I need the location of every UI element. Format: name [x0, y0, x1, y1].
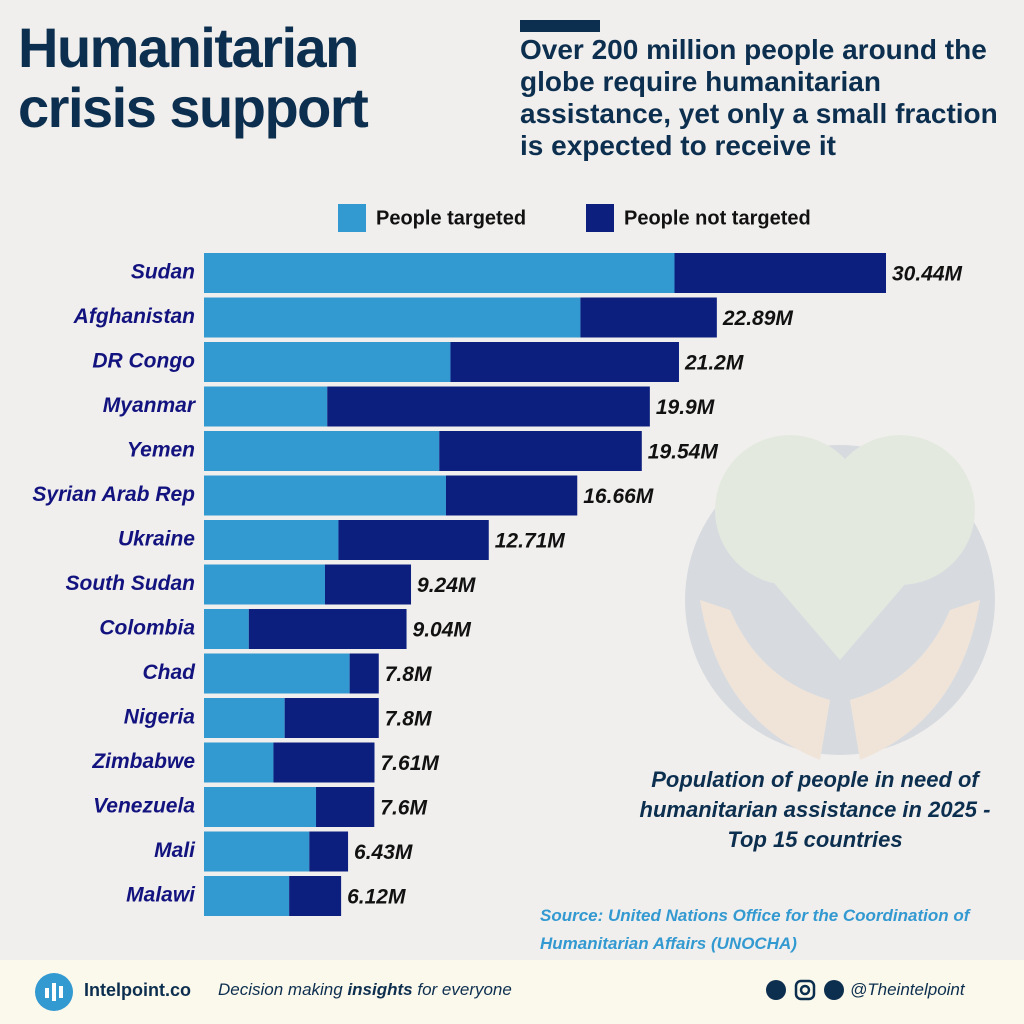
total-label: 22.89M [722, 307, 794, 330]
total-label: 7.61M [381, 752, 440, 775]
tagline-part: Decision making [218, 980, 348, 999]
legend-swatch [338, 204, 366, 232]
bar-segment [349, 653, 379, 694]
bar-segment [204, 876, 290, 916]
bar-segment [204, 609, 249, 649]
bar-segment [204, 520, 339, 560]
bar-segment [204, 431, 440, 471]
tagline-part: insights [347, 980, 413, 999]
total-label: 12.71M [495, 530, 566, 553]
bar-segment [204, 742, 274, 783]
bar-segment [674, 253, 886, 293]
bar-segment [204, 253, 675, 293]
category-label: Mali [154, 839, 196, 862]
category-label: Nigeria [124, 706, 196, 729]
bar-segment [204, 342, 451, 382]
bar-segment [204, 653, 350, 694]
brand-logo [35, 973, 73, 1011]
tagline-part: for everyone [412, 980, 512, 999]
source: Source: United Nations Office for the Co… [540, 906, 970, 953]
category-label: Myanmar [103, 394, 197, 417]
globe-illustration [685, 435, 995, 760]
bar-segment [284, 698, 379, 738]
bar-segment [309, 831, 349, 872]
total-label: 19.9M [656, 396, 715, 419]
legend-swatch [586, 204, 614, 232]
bar-segment [248, 609, 407, 649]
bar-segment [204, 297, 581, 338]
chart: People targeted People not targeted Sudan 3… [32, 204, 995, 916]
bar-segment [445, 475, 578, 516]
total-label: 9.04M [413, 619, 472, 642]
total-label: 7.8M [385, 663, 432, 686]
total-label: 7.6M [380, 797, 427, 820]
bar-segment [338, 520, 489, 560]
bar-segment [204, 787, 317, 827]
category-label: Ukraine [118, 528, 195, 551]
bar-segment [324, 564, 412, 605]
category-label: Venezuela [93, 795, 195, 818]
total-label: 19.54M [648, 441, 719, 464]
total-label: 21.2M [684, 352, 744, 375]
bar-segment [439, 431, 642, 471]
category-label: Colombia [99, 617, 195, 640]
accent-bar [520, 20, 600, 32]
handle: @Theintelpoint [850, 980, 965, 999]
bar-segment [204, 475, 446, 516]
bar-segment [204, 564, 325, 605]
total-label: 16.66M [583, 485, 654, 508]
bar-segment [289, 876, 342, 916]
annotation: Population of people in need of humanita… [639, 767, 991, 852]
tagline: Decision making insights for everyone [218, 980, 512, 1000]
total-label: 6.43M [354, 841, 413, 864]
bar-segment [327, 386, 650, 427]
bar-segment [273, 742, 375, 783]
chart-title: Humanitarian crisis support [18, 16, 369, 139]
category-label: DR Congo [92, 350, 195, 373]
category-label: Zimbabwe [91, 750, 195, 773]
bar-segment [450, 342, 679, 382]
social-icons [766, 979, 844, 1001]
total-label: 9.24M [417, 574, 476, 597]
legend-label: People not targeted [624, 207, 811, 229]
category-label: Sudan [131, 261, 195, 284]
bar-segment [316, 787, 375, 827]
category-label: Afghanistan [73, 305, 195, 328]
bar-segment [204, 386, 328, 427]
total-label: 30.44M [892, 263, 963, 286]
category-label: South Sudan [66, 572, 196, 595]
chart-subtitle: Over 200 million people around the globe… [520, 34, 998, 161]
brand: Intelpoint.co [84, 980, 191, 1000]
bar-segment [204, 698, 285, 738]
category-label: Syrian Arab Rep [32, 483, 195, 506]
category-label: Chad [143, 661, 197, 684]
total-label: 7.8M [385, 708, 432, 731]
bar-segment [204, 831, 310, 872]
bar-segment [580, 297, 717, 338]
legend-label: People targeted [376, 207, 526, 229]
total-label: 6.12M [347, 886, 406, 909]
category-label: Malawi [126, 884, 196, 907]
category-label: Yemen [127, 439, 195, 462]
footer: Intelpoint.co Decision making insights f… [0, 960, 1024, 1024]
